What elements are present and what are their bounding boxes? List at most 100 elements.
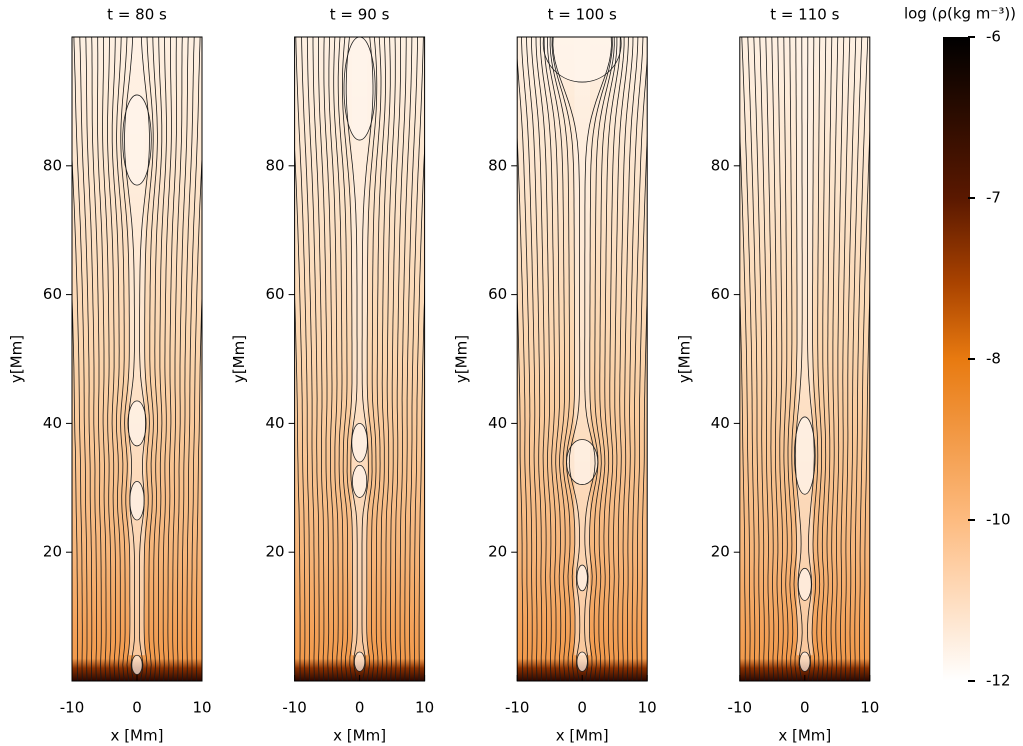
panel bbox=[516, 36, 648, 682]
field-line bbox=[371, 37, 382, 681]
field-line bbox=[622, 37, 639, 681]
x-tick-label: 10 bbox=[638, 699, 657, 717]
density-feature bbox=[543, 37, 622, 83]
field-line bbox=[91, 37, 102, 681]
density-contour bbox=[799, 651, 811, 672]
y-tick-label: 40 bbox=[711, 414, 730, 432]
field-line bbox=[791, 37, 798, 681]
field-line bbox=[73, 37, 88, 681]
density-feature bbox=[566, 439, 598, 485]
y-tick-label: 20 bbox=[43, 543, 62, 561]
x-tick-label: 0 bbox=[800, 699, 810, 717]
x-tick-label: 10 bbox=[415, 699, 434, 717]
y-tick-label: 80 bbox=[711, 156, 730, 174]
density-feature bbox=[351, 423, 368, 463]
field-line bbox=[816, 37, 822, 681]
density-feature bbox=[798, 568, 812, 601]
y-axis-label: y[Mm] bbox=[675, 335, 693, 383]
colorbar-tick-label: -7 bbox=[986, 189, 1001, 207]
field-line bbox=[835, 37, 845, 681]
field-line bbox=[551, 37, 576, 681]
y-tick-label: 80 bbox=[266, 156, 285, 174]
field-line bbox=[526, 37, 543, 681]
density-contour bbox=[793, 416, 816, 495]
panel-title: t = 100 s bbox=[548, 6, 617, 24]
field-line bbox=[584, 37, 612, 681]
field-line bbox=[361, 37, 374, 681]
field-line bbox=[97, 37, 107, 681]
field-line bbox=[394, 37, 407, 681]
x-tick-label: -10 bbox=[728, 699, 753, 717]
field-line bbox=[608, 37, 625, 681]
field-line bbox=[830, 37, 839, 681]
density-feature bbox=[129, 481, 145, 520]
density-contour bbox=[352, 464, 368, 498]
field-line bbox=[375, 37, 386, 681]
field-line bbox=[593, 37, 615, 681]
field-line bbox=[747, 37, 761, 681]
density-feature bbox=[354, 652, 365, 672]
x-tick-label: -10 bbox=[505, 699, 530, 717]
field-line bbox=[517, 53, 533, 681]
y-tick-label: 40 bbox=[266, 414, 285, 432]
field-line bbox=[547, 37, 566, 681]
field-line bbox=[741, 37, 756, 681]
light-column bbox=[797, 37, 813, 656]
field-line bbox=[811, 37, 819, 681]
field-line bbox=[641, 281, 648, 681]
field-line bbox=[598, 37, 618, 681]
field-line bbox=[739, 281, 746, 681]
field-line bbox=[306, 37, 320, 681]
field-line bbox=[531, 37, 547, 681]
x-axis-label: x [Mm] bbox=[556, 727, 609, 745]
density-contour bbox=[353, 651, 366, 672]
y-axis-label: y[Mm] bbox=[230, 335, 248, 383]
x-axis-label: x [Mm] bbox=[111, 727, 164, 745]
light-column bbox=[351, 37, 368, 656]
y-tick-label: 40 bbox=[43, 414, 62, 432]
field-line bbox=[318, 37, 330, 681]
density-feature bbox=[127, 400, 147, 446]
density-feature bbox=[352, 465, 367, 498]
field-line bbox=[385, 37, 396, 681]
field-line bbox=[323, 37, 334, 681]
field-line bbox=[631, 53, 648, 681]
field-line bbox=[543, 37, 562, 681]
field-line bbox=[539, 37, 557, 681]
density-contour bbox=[127, 400, 147, 447]
field-line bbox=[535, 37, 552, 681]
panel-body bbox=[294, 37, 425, 681]
field-line bbox=[295, 37, 310, 681]
density-feature bbox=[799, 652, 810, 672]
field-line bbox=[124, 37, 135, 681]
field-line bbox=[294, 281, 301, 681]
field-line bbox=[301, 37, 315, 681]
field-line bbox=[85, 37, 98, 681]
field-line bbox=[521, 37, 538, 681]
field-line bbox=[783, 37, 789, 681]
field-line bbox=[409, 37, 424, 681]
y-tick-label: 40 bbox=[488, 414, 507, 432]
field-line bbox=[79, 37, 93, 681]
field-line bbox=[186, 37, 201, 681]
field-line bbox=[825, 37, 833, 681]
panel bbox=[71, 36, 203, 682]
field-line bbox=[345, 37, 358, 681]
field-line bbox=[552, 37, 581, 681]
field-line bbox=[863, 281, 870, 681]
field-line bbox=[333, 37, 344, 681]
density-feature bbox=[794, 416, 816, 495]
y-tick-label: 80 bbox=[43, 156, 62, 174]
field-line bbox=[102, 37, 112, 681]
field-line bbox=[328, 37, 339, 681]
density-contour bbox=[576, 651, 588, 672]
density-contour bbox=[576, 564, 588, 592]
field-line bbox=[765, 37, 775, 681]
field-line bbox=[771, 37, 780, 681]
field-line bbox=[589, 37, 613, 681]
density-feature bbox=[131, 655, 143, 675]
field-line bbox=[840, 37, 851, 681]
field-line bbox=[72, 146, 83, 681]
x-tick-label: 0 bbox=[132, 699, 142, 717]
density-contour bbox=[343, 37, 376, 141]
